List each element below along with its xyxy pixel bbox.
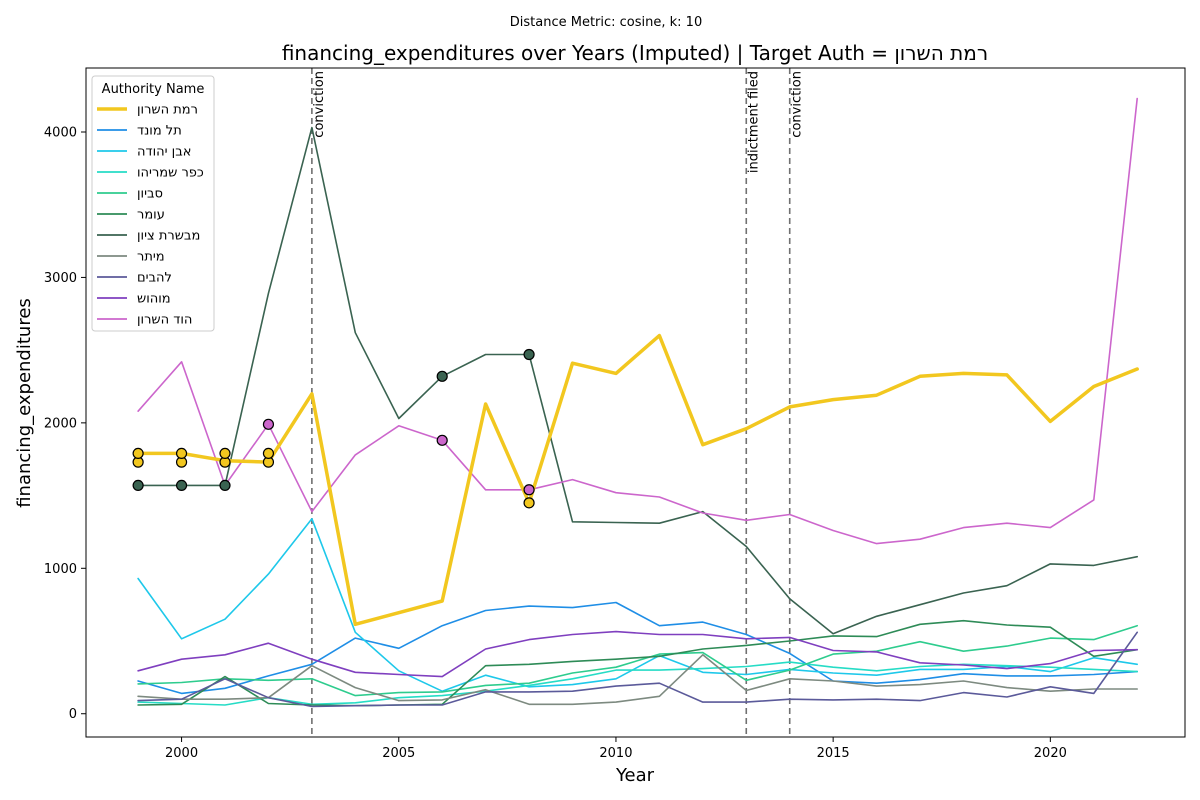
event-label-1: indictment filed (746, 71, 761, 173)
legend-label-7: מיתר (137, 250, 165, 265)
y-tick-label-2000: 2000 (44, 416, 77, 431)
chart-title: financing_expenditures over Years (Imput… (282, 41, 988, 65)
marker-0-7 (262, 447, 275, 460)
legend-box (91, 75, 215, 332)
legend-label-10: הוד השרון (137, 313, 192, 328)
plot-frame (85, 67, 1186, 738)
marker-0-3 (175, 447, 188, 460)
chart-suptitle: Distance Metric: cosine, k: 10 (510, 15, 702, 30)
y-tick-label-4000: 4000 (44, 125, 77, 140)
series-line-10 (137, 97, 1138, 545)
marker-0-1 (132, 447, 144, 460)
x-tick-label-2020: 2020 (1034, 746, 1067, 761)
marker-0-8 (523, 497, 535, 509)
x-tick-label-2015: 2015 (817, 746, 850, 761)
legend-label-8: להבים (137, 271, 172, 286)
series-line-0 (136, 333, 1139, 627)
legend-title: Authority Name (102, 82, 205, 97)
marker-6-4 (523, 348, 535, 361)
imputed-markers (132, 348, 535, 509)
legend-label-0: רמת השרון (137, 103, 198, 118)
series-line-7 (137, 653, 1138, 706)
x-tick-label-2005: 2005 (382, 746, 415, 761)
y-axis-label: financing_expenditures (14, 298, 35, 508)
event-label-2: conviction (790, 71, 805, 138)
marker-10-0 (262, 418, 275, 430)
x-tick-label-2000: 2000 (165, 746, 198, 761)
y-tick-label-0: 0 (69, 707, 77, 722)
y-tick-label-1000: 1000 (44, 562, 77, 577)
marker-0-5 (219, 447, 231, 460)
series-line-6 (137, 126, 1138, 635)
series-lines (136, 97, 1139, 708)
legend-label-9: מוהוש (137, 292, 171, 307)
marker-6-3 (436, 370, 448, 382)
marker-10-1 (436, 434, 448, 446)
legend-label-5: עומר (137, 208, 165, 223)
legend-items: רמת השרון תל מונד אבן יהודה כפר שמריהו סביון… (97, 103, 204, 328)
marker-6-1 (175, 479, 188, 491)
plot-background (86, 68, 1185, 737)
y-axis: 0 1000 2000 3000 4000 (44, 125, 86, 722)
series-line-8 (137, 631, 1138, 708)
x-tick-label-2010: 2010 (599, 746, 632, 761)
marker-6-2 (219, 479, 231, 491)
series-line-2 (137, 517, 1138, 693)
legend: Authority Name רמת השרון תל מונד אבן יהודה… (91, 75, 215, 332)
marker-6-0 (132, 479, 144, 491)
x-axis-label: Year (615, 765, 655, 786)
legend-label-3: כפר שמריהו (137, 166, 204, 181)
series-line-3 (137, 661, 1138, 706)
legend-label-1: תל מונד (137, 124, 182, 139)
series-line-1 (137, 601, 1138, 695)
plot-area: conviction indictment filed conviction (85, 67, 1186, 738)
series-line-9 (137, 630, 1138, 678)
legend-label-6: מבשרת ציון (137, 229, 200, 244)
event-label-0: conviction (312, 71, 327, 138)
legend-label-2: אבן יהודה (137, 145, 191, 160)
y-tick-label-3000: 3000 (44, 271, 77, 286)
marker-10-2 (523, 484, 535, 496)
x-axis: 2000 2005 2010 2015 2020 (165, 737, 1067, 761)
legend-label-4: סביון (137, 187, 163, 202)
series-line-4 (137, 624, 1138, 697)
